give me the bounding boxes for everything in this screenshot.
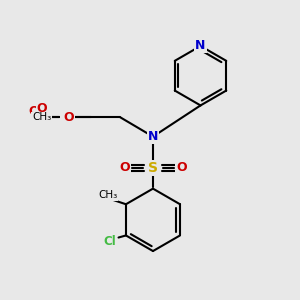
Text: N: N	[195, 40, 206, 52]
Text: N: N	[148, 130, 158, 143]
Text: CH₃: CH₃	[32, 112, 51, 122]
Text: Cl: Cl	[103, 235, 116, 248]
Text: O: O	[119, 161, 130, 174]
Text: O: O	[63, 111, 74, 124]
Text: O: O	[36, 103, 47, 116]
Text: S: S	[148, 161, 158, 175]
Text: O: O	[176, 161, 187, 174]
Text: O: O	[119, 161, 130, 174]
Text: Cl: Cl	[103, 235, 116, 248]
Text: O: O	[176, 161, 187, 174]
Text: O: O	[29, 106, 39, 118]
Text: S: S	[148, 161, 158, 175]
Text: CH₃: CH₃	[98, 190, 118, 200]
Text: N: N	[195, 40, 206, 52]
Text: O: O	[63, 111, 74, 124]
Text: O: O	[61, 111, 72, 124]
